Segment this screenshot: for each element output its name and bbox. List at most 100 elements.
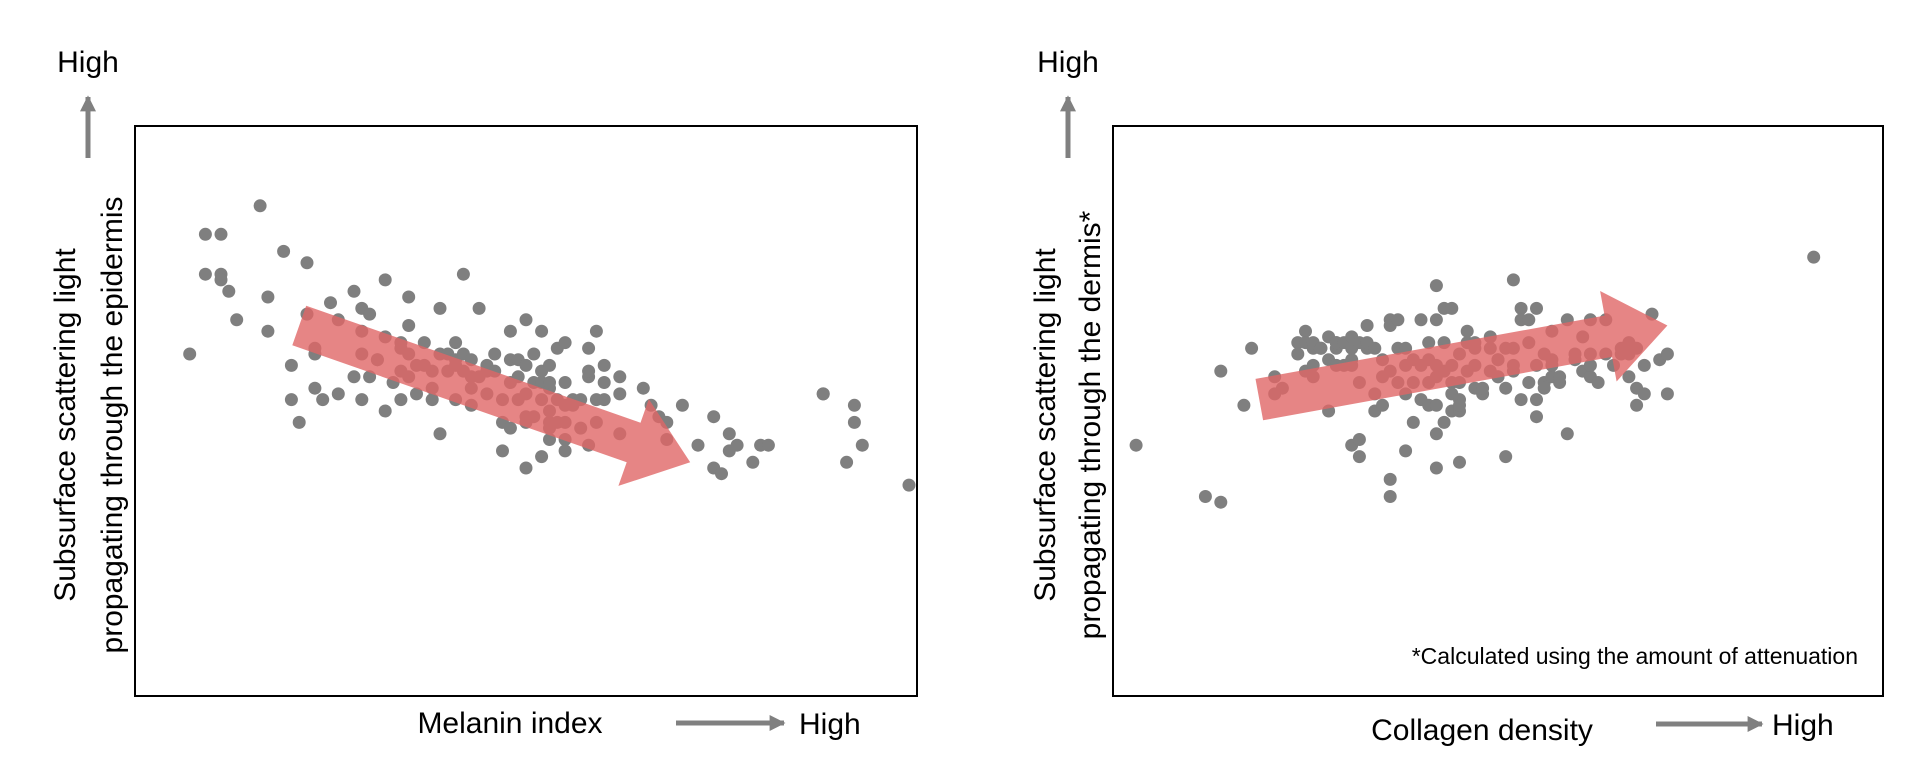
data-point [1429, 313, 1443, 327]
data-point [1660, 387, 1674, 401]
data-point [558, 336, 572, 350]
data-point [1560, 427, 1574, 441]
data-point [597, 393, 611, 407]
chart-left: High Subsurface scattering light propaga… [49, 46, 918, 741]
data-point [1414, 313, 1428, 327]
data-point [597, 358, 611, 372]
data-point [214, 227, 228, 241]
data-point [410, 387, 423, 401]
data-point [433, 427, 447, 441]
data-point [715, 467, 728, 481]
data-point [519, 313, 533, 327]
data-point [363, 307, 377, 321]
data-point [558, 444, 572, 458]
x-high-label-right: High [1772, 709, 1834, 742]
plot-frame-left [134, 125, 918, 697]
footnote: *Calculated using the amount of attenuat… [1412, 643, 1858, 669]
data-point [417, 336, 431, 350]
data-point [402, 290, 416, 304]
data-point [472, 301, 486, 315]
data-point [613, 370, 627, 384]
data-point [816, 387, 830, 401]
data-point [691, 438, 705, 452]
data-point [1630, 398, 1644, 412]
data-point [535, 450, 549, 464]
data-point [1807, 250, 1821, 264]
data-point [1637, 358, 1651, 372]
data-point [1360, 319, 1374, 332]
x-axis-label-right: Collagen density [1371, 714, 1593, 747]
data-point [1422, 336, 1436, 350]
data-point [1506, 273, 1520, 287]
trend-arrow-left [292, 305, 691, 486]
x-high-label-left: High [799, 708, 861, 741]
data-point [1476, 381, 1490, 395]
data-point [1453, 455, 1466, 469]
data-point [1591, 376, 1605, 389]
data-point [1406, 415, 1420, 429]
data-point [527, 347, 541, 361]
x-axis-label-left: Melanin index [417, 707, 602, 740]
data-point [1460, 324, 1474, 338]
data-point [1299, 324, 1312, 338]
data-point [1237, 398, 1251, 412]
data-point [1660, 347, 1674, 361]
data-point [1391, 313, 1405, 327]
data-point [722, 427, 736, 441]
data-point [222, 284, 236, 298]
data-point [1429, 427, 1443, 441]
data-point [1129, 438, 1143, 452]
data-point [433, 301, 447, 315]
data-point [378, 273, 392, 287]
y-axis-label-left-line2: propagating through the epidermis [96, 197, 129, 654]
data-point [746, 455, 760, 469]
data-point [394, 393, 408, 407]
data-point [1453, 398, 1466, 412]
data-point [1522, 313, 1536, 327]
data-point [597, 376, 611, 389]
data-point [284, 358, 298, 372]
plot-frame-right [1112, 125, 1884, 697]
data-point [847, 398, 861, 412]
data-point [214, 273, 228, 287]
data-point [378, 404, 392, 418]
data-point [1514, 393, 1528, 407]
data-point [456, 267, 470, 281]
data-point [1383, 472, 1397, 486]
data-point [1553, 370, 1567, 384]
data-point [1499, 450, 1513, 464]
data-point [316, 393, 330, 407]
data-point [198, 227, 212, 241]
data-point [496, 444, 509, 458]
y-axis-label-left-line1: Subsurface scattering light [49, 248, 82, 602]
data-point [1530, 393, 1543, 407]
data-point [253, 199, 267, 213]
data-point [261, 290, 275, 304]
data-point [582, 341, 596, 355]
data-point [613, 387, 627, 401]
data-point [1214, 364, 1228, 378]
data-point [503, 324, 517, 338]
data-point [1368, 341, 1382, 355]
data-point [675, 398, 689, 412]
data-point [363, 370, 377, 384]
y-high-label-right: High [1037, 46, 1099, 79]
data-point [730, 438, 744, 452]
data-point [761, 438, 775, 452]
data-point [1537, 381, 1551, 395]
data-point [589, 324, 603, 338]
trend-arrow-right [1255, 291, 1668, 421]
data-point [535, 324, 549, 338]
data-point [347, 284, 361, 298]
data-point [284, 393, 298, 407]
data-point [543, 376, 556, 389]
data-point [840, 455, 854, 469]
data-point [855, 438, 869, 452]
data-point [847, 415, 861, 429]
data-point [402, 319, 416, 332]
data-point [347, 370, 361, 384]
data-point [543, 358, 556, 372]
data-point [277, 244, 291, 258]
data-point [261, 324, 275, 338]
data-point [331, 387, 345, 401]
